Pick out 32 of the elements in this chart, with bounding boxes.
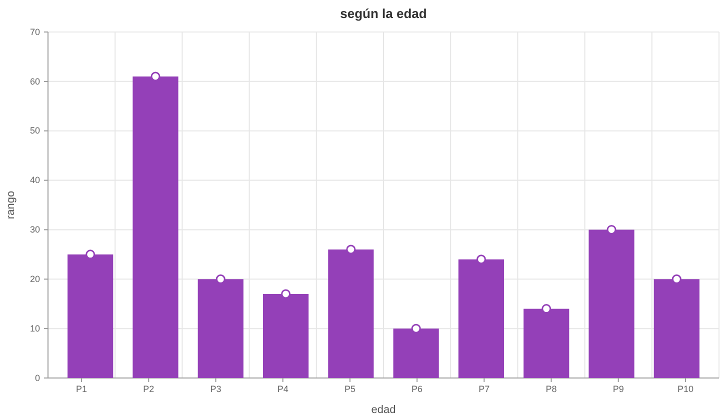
y-tick-label: 50 [30, 126, 40, 136]
y-tick-label: 40 [30, 175, 40, 186]
x-tick-label: P9 [612, 384, 624, 394]
x-tick-label: P10 [677, 384, 694, 394]
point [150, 72, 160, 82]
bar [328, 249, 374, 378]
point [216, 274, 226, 284]
point [606, 224, 616, 234]
point [476, 254, 486, 264]
y-tick-label: 60 [30, 76, 40, 86]
chart-title: según la edad [340, 6, 427, 21]
x-tick-label: P5 [344, 384, 356, 394]
point [346, 244, 356, 254]
x-tick-label: P4 [277, 384, 288, 394]
x-tick-label: P2 [143, 384, 154, 394]
point [86, 250, 96, 260]
point [411, 324, 421, 334]
x-axis-title: edad [371, 404, 396, 416]
x-tick-label: P7 [478, 384, 490, 394]
y-tick-label: 70 [30, 26, 40, 37]
x-tick-label: P8 [546, 384, 557, 394]
x-tick-label: P6 [412, 384, 423, 394]
y-tick-label: 0 [34, 372, 40, 383]
x-tick-label: P3 [210, 384, 222, 394]
bar [132, 76, 178, 378]
y-tick-label: 10 [30, 323, 40, 334]
point [672, 274, 682, 284]
x-tick-label: P1 [76, 384, 88, 394]
y-tick-label: 30 [30, 224, 40, 235]
point [281, 289, 291, 299]
y-tick-label: 20 [30, 274, 40, 284]
y-axis-title: rango [5, 190, 17, 220]
